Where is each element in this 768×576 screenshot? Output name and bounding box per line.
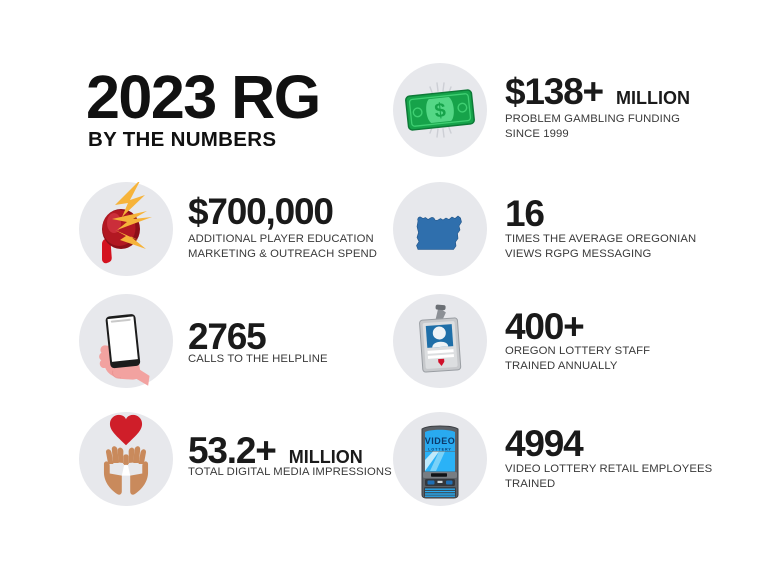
svg-text:VIDEO: VIDEO	[425, 436, 456, 446]
svg-text:$: $	[433, 99, 446, 122]
svg-text:LOTTERY: LOTTERY	[428, 448, 452, 452]
